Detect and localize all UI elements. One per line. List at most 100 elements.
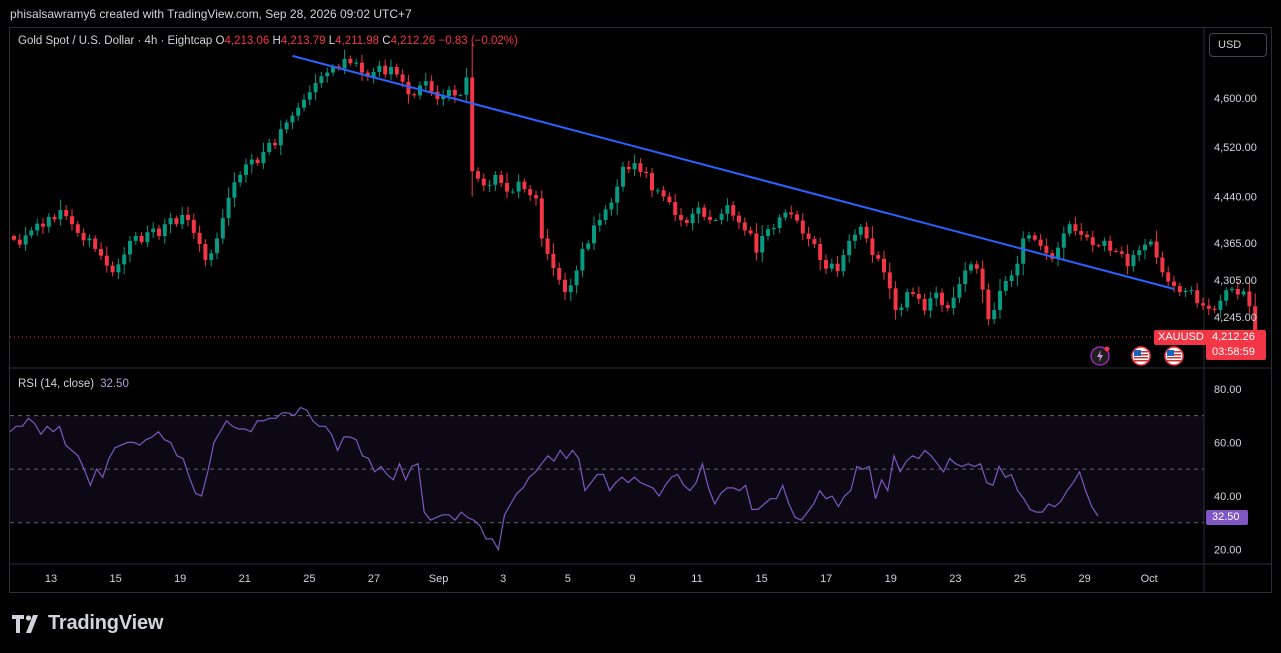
candle [777,214,782,234]
rsi-label[interactable]: RSI (14, close) [18,378,95,390]
candle-body [1079,231,1084,235]
candle [505,172,509,198]
candle [35,218,40,237]
candle-body [476,171,480,179]
candle [75,220,80,237]
candle [267,138,272,156]
change-value: −0.83 (−0.02%) [438,35,518,47]
candle-body [244,164,248,175]
candle-body [261,152,266,164]
candle-body [58,210,63,220]
candle-body [157,228,161,236]
us-flag-icon[interactable] [1131,346,1151,366]
price-axis[interactable]: 4,600.00 4,520.00 4,440.00 4,365.00 4,305.00… [1214,93,1257,324]
top-bar: phisalsawramy6 created with TradingView.… [0,0,1281,28]
time-tick-label: 21 [239,573,251,585]
candle-body [754,233,759,253]
candle [945,301,950,312]
trend-line-group[interactable] [292,54,1175,290]
symbol-name[interactable]: Gold Spot / U.S. Dollar · 4h · Eightcap [18,35,213,47]
candle [969,261,973,274]
candle [377,60,382,78]
candle [1056,242,1060,267]
candle-body [1230,289,1234,291]
candle [302,94,306,112]
candle [684,216,689,227]
time-tick-label: 17 [820,573,832,585]
candle [539,190,544,247]
candle-body [255,159,260,164]
candle-body [626,166,631,170]
candle-body [777,217,782,228]
candle [748,226,753,236]
candle-body [267,142,272,153]
candle-body [1183,290,1188,293]
candle [226,187,231,226]
candle [12,234,16,242]
rsi-axis[interactable]: 80.00 60.00 40.00 20.00 [1214,384,1242,557]
candle-body [145,232,150,243]
candle-body [841,255,846,272]
trend-line[interactable] [292,54,1175,290]
candle-body [679,215,683,220]
candle [1172,275,1176,293]
candle-body [916,293,921,299]
candle-body [1102,240,1107,246]
rsi-series [9,406,1099,552]
tradingview-logo[interactable]: TradingView [12,612,163,635]
candle [510,188,515,194]
lightning-icon[interactable] [1090,346,1110,366]
candle [835,256,840,277]
candle [557,262,562,285]
candle-body [174,218,179,225]
candle-body [1003,280,1008,291]
candle [487,179,492,192]
candle [1148,239,1153,247]
candle-body [1056,247,1060,259]
candle [783,209,788,221]
candle [1044,238,1049,260]
candle [307,85,312,105]
event-icons[interactable] [1090,346,1184,366]
currency-button[interactable]: USD [1209,33,1267,57]
candle-body [829,263,834,269]
candle-series [12,43,1258,351]
candle-body [1044,245,1049,254]
us-flag-icon[interactable] [1164,346,1184,366]
candle-body [609,202,614,210]
candle-body [423,81,428,86]
candle [1183,287,1188,298]
candle-body [690,213,695,224]
time-tick-label: 13 [45,573,57,585]
candle-body [371,71,376,77]
candle [319,71,324,88]
candle [220,209,225,244]
candle [731,201,736,221]
candle-body [133,235,138,241]
candle [313,74,318,101]
candle-body [441,95,446,100]
tradingview-logo-icon [12,614,38,633]
candle-body [46,216,51,227]
candle [406,74,411,104]
chart-canvas[interactable]: 4,600.00 4,520.00 4,440.00 4,365.00 4,305.00… [0,0,1281,600]
candle-body [128,240,132,255]
candle-body [940,292,944,306]
candle [354,58,359,67]
candle [986,283,991,326]
time-axis[interactable]: 13 15 19 21 25 27 Sep 3 5 9 11 15 17 19 23 25 29 Oct [45,573,1158,585]
candle-body [667,196,672,203]
candle [162,218,167,244]
price-tick-label: 4,365.00 [1214,238,1257,250]
candle [1108,235,1113,256]
candle-body [864,226,869,239]
symbol-price-tag: XAUUSD [1154,330,1208,345]
candle-body [400,74,405,82]
candle-body [64,210,69,217]
candle-body [795,214,799,221]
candle [963,261,968,292]
candle [916,286,921,305]
candle-body [464,77,469,95]
candle-body [52,216,57,220]
chart-frame[interactable] [9,27,1272,593]
